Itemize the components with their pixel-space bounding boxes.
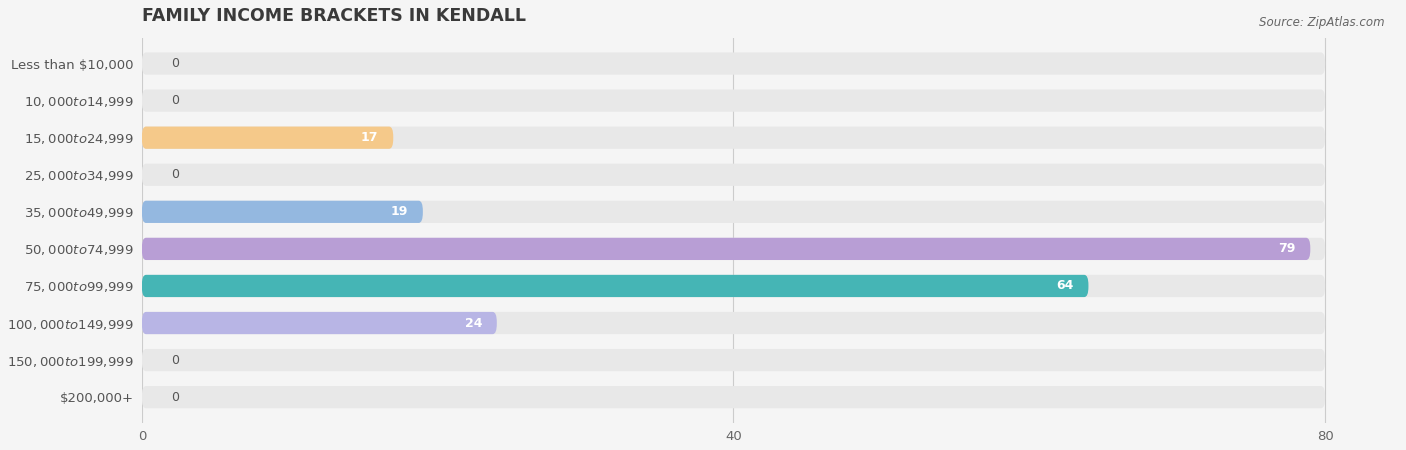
FancyBboxPatch shape [142, 275, 1324, 297]
FancyBboxPatch shape [142, 201, 423, 223]
Text: 19: 19 [391, 205, 408, 218]
FancyBboxPatch shape [142, 312, 1324, 334]
FancyBboxPatch shape [142, 126, 1324, 149]
Text: FAMILY INCOME BRACKETS IN KENDALL: FAMILY INCOME BRACKETS IN KENDALL [142, 7, 526, 25]
Text: 0: 0 [172, 354, 180, 367]
Text: 24: 24 [464, 316, 482, 329]
FancyBboxPatch shape [142, 238, 1310, 260]
FancyBboxPatch shape [142, 90, 1324, 112]
Text: Source: ZipAtlas.com: Source: ZipAtlas.com [1260, 16, 1385, 29]
Text: 64: 64 [1056, 279, 1074, 292]
FancyBboxPatch shape [142, 201, 1324, 223]
FancyBboxPatch shape [142, 275, 1088, 297]
FancyBboxPatch shape [142, 386, 1324, 408]
Text: 0: 0 [172, 391, 180, 404]
Text: 0: 0 [172, 94, 180, 107]
FancyBboxPatch shape [142, 126, 394, 149]
Text: 0: 0 [172, 57, 180, 70]
Text: 17: 17 [361, 131, 378, 144]
FancyBboxPatch shape [142, 238, 1324, 260]
FancyBboxPatch shape [142, 164, 1324, 186]
FancyBboxPatch shape [142, 349, 1324, 371]
FancyBboxPatch shape [142, 53, 1324, 75]
FancyBboxPatch shape [142, 312, 496, 334]
Text: 79: 79 [1278, 243, 1295, 256]
Text: 0: 0 [172, 168, 180, 181]
